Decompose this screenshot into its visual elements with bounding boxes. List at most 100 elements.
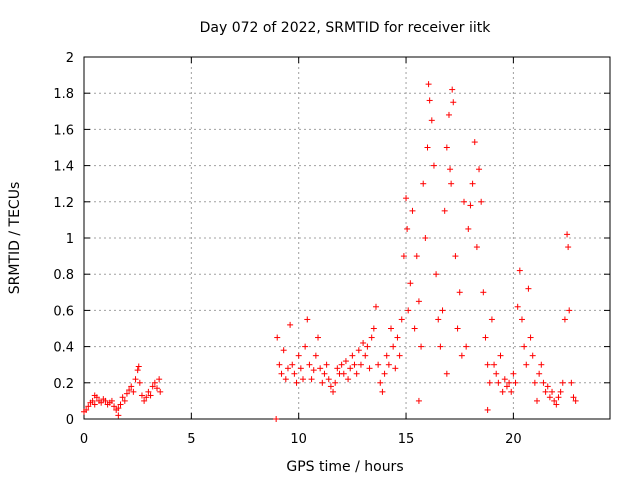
data-point	[134, 367, 141, 374]
data-point	[448, 180, 455, 187]
data-point	[565, 244, 572, 251]
data-point	[149, 383, 156, 390]
data-point	[282, 376, 289, 383]
data-point	[276, 361, 283, 368]
data-point	[534, 397, 541, 404]
data-point	[461, 198, 468, 205]
data-point	[98, 399, 105, 406]
x-axis-label: GPS time / hours	[286, 459, 403, 475]
y-tick-label: 2	[66, 51, 74, 66]
data-point	[157, 388, 164, 395]
data-point	[525, 285, 532, 292]
data-point	[516, 267, 523, 274]
data-point	[287, 321, 294, 328]
data-point	[572, 397, 579, 404]
data-point	[420, 180, 427, 187]
plot-frame	[83, 56, 611, 420]
data-point	[570, 394, 577, 401]
data-point	[476, 166, 483, 173]
x-tick-label: 5	[187, 432, 195, 447]
data-point	[497, 352, 504, 359]
data-point	[89, 397, 96, 404]
data-point	[568, 379, 575, 386]
data-point	[424, 144, 431, 151]
data-point	[405, 307, 412, 314]
data-point	[443, 370, 450, 377]
data-point	[274, 334, 281, 341]
data-point	[325, 376, 332, 383]
data-point	[407, 280, 414, 287]
data-point	[392, 365, 399, 372]
data-point	[143, 394, 150, 401]
data-point	[317, 365, 324, 372]
data-point	[319, 379, 326, 386]
data-point	[549, 388, 556, 395]
data-point	[91, 392, 98, 399]
data-point	[321, 370, 328, 377]
data-point	[493, 370, 500, 377]
data-point	[291, 370, 298, 377]
data-point	[430, 162, 437, 169]
data-point	[482, 334, 489, 341]
x-tick-label: 10	[290, 432, 307, 447]
data-point	[349, 352, 356, 359]
data-point	[147, 392, 154, 399]
data-point	[425, 81, 432, 88]
data-point	[400, 253, 407, 260]
data-point	[540, 379, 547, 386]
data-point	[156, 376, 163, 383]
data-point	[553, 401, 560, 408]
data-point	[280, 347, 287, 354]
data-point	[469, 180, 476, 187]
data-point	[488, 316, 495, 323]
data-point	[364, 343, 371, 350]
y-tick-label: 1.2	[53, 196, 74, 211]
data-point	[390, 343, 397, 350]
data-point	[130, 388, 137, 395]
data-point	[473, 244, 480, 251]
data-point	[495, 379, 502, 386]
data-point	[377, 379, 384, 386]
data-point	[353, 370, 360, 377]
data-point	[310, 367, 317, 374]
data-point	[332, 379, 339, 386]
data-point	[499, 388, 506, 395]
data-point	[478, 198, 485, 205]
data-point	[388, 325, 395, 332]
data-point	[557, 388, 564, 395]
data-point	[121, 397, 128, 404]
data-point	[338, 361, 345, 368]
data-point	[396, 352, 403, 359]
data-point	[404, 225, 411, 232]
data-point	[538, 361, 545, 368]
y-tick-label: 0	[66, 413, 74, 428]
data-point	[284, 365, 291, 372]
data-point	[372, 303, 379, 310]
data-point	[115, 412, 122, 419]
data-point	[355, 347, 362, 354]
data-point	[289, 361, 296, 368]
data-point	[135, 363, 142, 370]
data-point	[323, 361, 330, 368]
data-point	[83, 406, 90, 413]
data-point	[368, 334, 375, 341]
data-point	[506, 379, 513, 386]
data-point	[375, 361, 382, 368]
data-point	[297, 365, 304, 372]
data-point	[132, 376, 139, 383]
data-point	[439, 307, 446, 314]
data-point	[518, 316, 525, 323]
data-point	[527, 334, 534, 341]
data-point	[91, 401, 98, 408]
data-point	[342, 358, 349, 365]
data-point	[128, 383, 135, 390]
data-point	[360, 339, 367, 346]
data-point	[529, 352, 536, 359]
data-point	[115, 405, 122, 412]
x-tick-label: 20	[505, 432, 522, 447]
data-point	[340, 370, 347, 377]
data-point	[141, 397, 148, 404]
data-point	[334, 365, 341, 372]
y-tick-label: 0.8	[53, 268, 74, 283]
